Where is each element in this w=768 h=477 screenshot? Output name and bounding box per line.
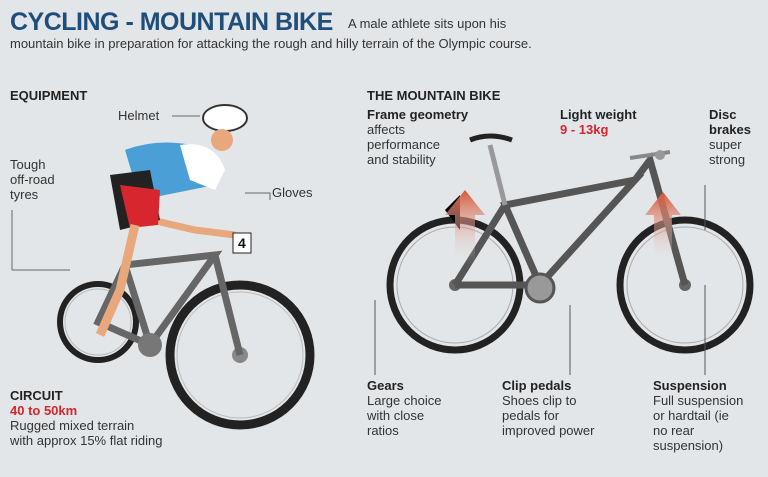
circuit-distance: 40 to 50km <box>10 403 78 418</box>
intro-text: A male athlete sits upon his <box>348 16 507 31</box>
pedals-title: Clip pedals <box>502 378 572 393</box>
tyres-line: tyres <box>10 187 39 202</box>
intro-text-cont: mountain bike in preparation for attacki… <box>10 36 532 51</box>
brakes-title: brakes <box>709 122 751 137</box>
helmet-label: Helmet <box>118 108 160 123</box>
pedals-desc: improved power <box>502 423 595 438</box>
weight-title: Light weight <box>560 107 637 122</box>
suspension-desc: Full suspension <box>653 393 744 408</box>
frame-desc: and stability <box>367 152 436 167</box>
suspension-desc: no rear <box>653 423 695 438</box>
weight-callout: Light weight 9 - 13kg <box>560 107 637 137</box>
frame-desc: performance <box>367 137 440 152</box>
gears-title: Gears <box>367 378 404 393</box>
bib-number: 4 <box>238 235 246 251</box>
circuit-info: CIRCUIT 40 to 50km Rugged mixed terrain … <box>10 388 162 448</box>
brakes-title: Disc <box>709 107 737 122</box>
athlete-bike-illustration <box>11 104 315 430</box>
frame-desc: affects <box>367 122 406 137</box>
circuit-desc: Rugged mixed terrain <box>10 418 135 433</box>
mountain-bike-illustration <box>374 133 754 375</box>
pedals-desc: pedals for <box>502 408 560 423</box>
pedals-desc: Shoes clip to <box>502 393 577 408</box>
gears-callout: Gears Large choice with close ratios <box>367 378 441 438</box>
brakes-desc: super <box>709 137 742 152</box>
suspension-desc: or hardtail (ie <box>653 408 729 423</box>
equipment-heading: EQUIPMENT <box>10 88 88 103</box>
brakes-callout: Disc brakes super strong <box>709 107 751 167</box>
tyres-line: off-road <box>10 172 55 187</box>
tyres-label: Tough off-road tyres <box>10 157 55 202</box>
suspension-desc: suspension) <box>653 438 724 453</box>
pedals-callout: Clip pedals Shoes clip to pedals for imp… <box>502 378 595 438</box>
frame-callout: Frame geometry affects performance and s… <box>367 107 468 167</box>
brakes-desc: strong <box>709 152 746 167</box>
weight-value: 9 - 13kg <box>560 122 609 137</box>
tyres-line: Tough <box>10 157 46 172</box>
page-title: CYCLING - MOUNTAIN BIKE <box>10 8 333 36</box>
frame-title: Frame geometry <box>367 107 469 122</box>
mountain-bike-heading: THE MOUNTAIN BIKE <box>367 88 501 103</box>
gears-desc: with close <box>367 408 425 423</box>
suspension-callout: Suspension Full suspension or hardtail (… <box>653 378 743 453</box>
circuit-heading: CIRCUIT <box>10 388 63 403</box>
gears-desc: Large choice <box>367 393 442 408</box>
circuit-desc: with approx 15% flat riding <box>10 433 163 448</box>
gloves-label: Gloves <box>272 185 313 200</box>
suspension-title: Suspension <box>653 378 727 393</box>
gears-desc: ratios <box>367 423 399 438</box>
